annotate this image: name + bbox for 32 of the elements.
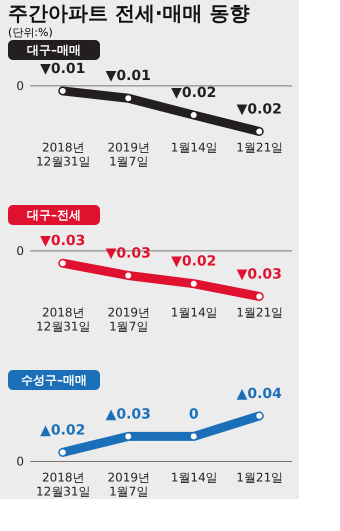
text: 0 <box>16 78 24 93</box>
annotation: ▲0.03 <box>106 406 151 422</box>
annotation: ▲0.02 <box>40 422 86 438</box>
text: 수성구–매매 <box>21 373 87 387</box>
annotation: ▼0.02 <box>171 85 216 102</box>
x-tick-label: 1월21일 <box>236 306 284 320</box>
text: 대구–전세 <box>27 208 81 222</box>
x-tick-label: 2018년 12월31일 <box>36 140 91 168</box>
annotation: ▼0.01 <box>106 68 151 84</box>
chart-subtitle: (단위:%) <box>8 26 53 39</box>
annotation: ▼0.02 <box>236 101 282 118</box>
x-tick-label: 2019년 1월7일 <box>107 470 150 498</box>
chart-title: 주간아파트 전세·매매 동향 <box>8 1 250 25</box>
x-tick-label: 1월21일 <box>236 140 284 154</box>
annotation: 0 <box>188 406 199 422</box>
x-tick-label: 1월14일 <box>170 140 218 154</box>
x-tick-label: 1월21일 <box>236 470 284 484</box>
x-tick-label: 2019년 1월7일 <box>107 306 150 334</box>
annotation: ▼0.02 <box>171 254 216 270</box>
annotation: ▼0.01 <box>40 60 86 77</box>
text: 0 <box>16 454 24 468</box>
annotation: ▼0.03 <box>236 266 282 282</box>
annotation: ▼0.03 <box>40 233 86 250</box>
annotation: ▲0.04 <box>236 386 282 402</box>
x-tick-label: 2018년 12월31일 <box>36 306 91 334</box>
annotation: ▼0.03 <box>106 246 151 262</box>
x-tick-label: 1월14일 <box>170 470 218 484</box>
text: 0 <box>16 244 24 258</box>
text: 대구–매매 <box>27 43 81 57</box>
x-tick-label: 1월14일 <box>170 306 218 320</box>
x-tick-label: 2018년 12월31일 <box>36 470 91 498</box>
x-tick-label: 2019년 1월7일 <box>107 140 150 168</box>
